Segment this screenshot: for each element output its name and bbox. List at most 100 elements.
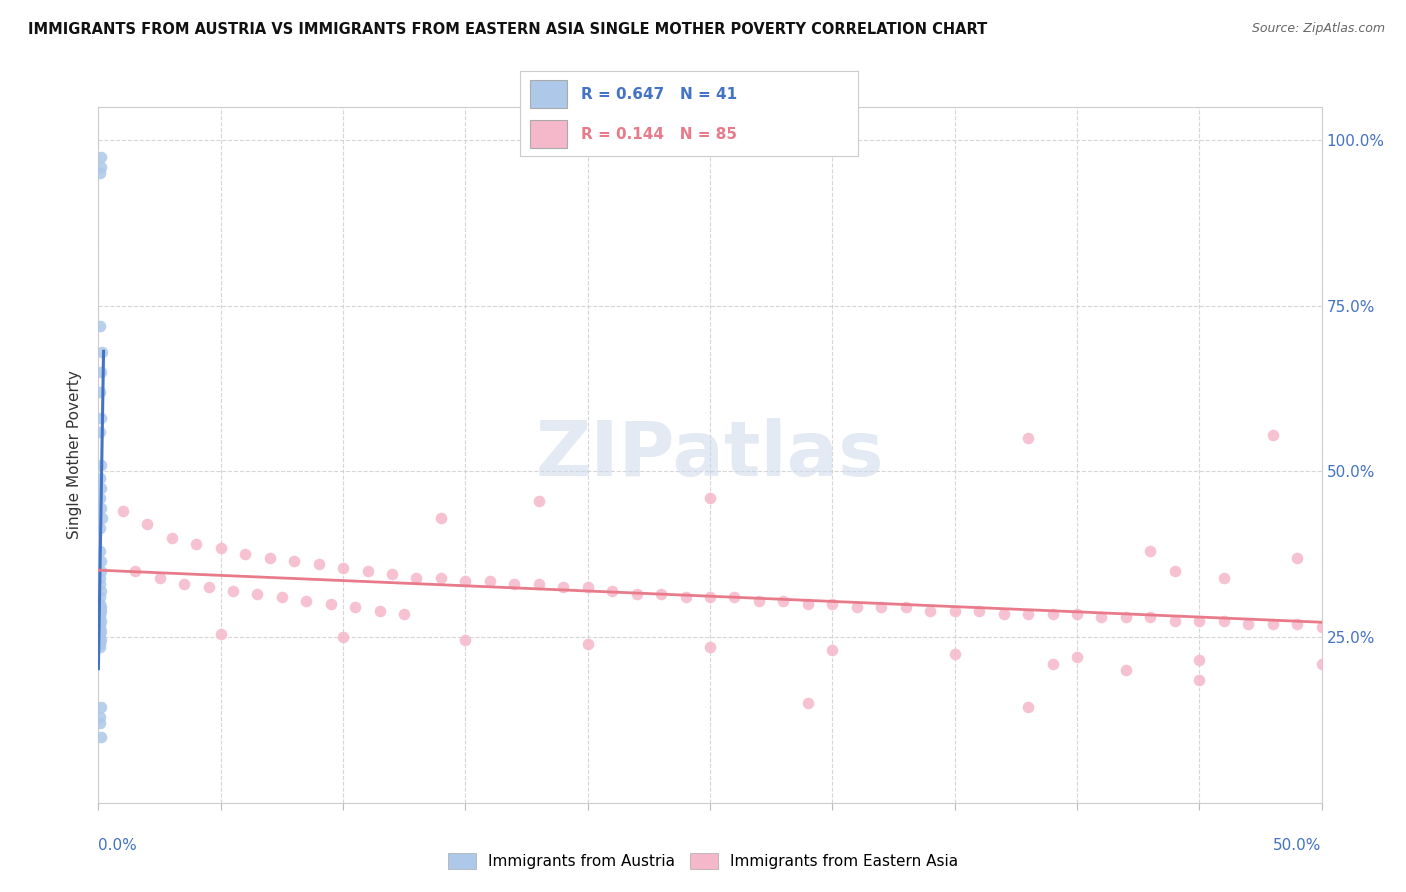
Point (90, 583, 112, 598)
Point (430, 511, 453, 525)
Point (772, 593, 794, 607)
Point (943, 604, 966, 618)
Text: 50.0%: 50.0% (1274, 838, 1322, 854)
FancyBboxPatch shape (530, 80, 568, 108)
Point (89, 577, 111, 591)
Point (283, 554, 305, 568)
Point (90, 511, 112, 525)
Point (90, 365, 112, 379)
Point (124, 564, 146, 578)
Point (1042, 657, 1064, 671)
Point (1115, 610, 1137, 624)
Point (503, 577, 526, 591)
Point (699, 591, 721, 605)
Point (89, 620, 111, 634)
Point (1066, 607, 1088, 621)
Point (1188, 614, 1211, 628)
Point (1286, 616, 1309, 631)
Point (967, 604, 990, 618)
Point (1139, 544, 1161, 558)
Point (89, 627, 111, 641)
Point (1017, 607, 1039, 621)
Point (209, 627, 232, 641)
Point (381, 567, 404, 582)
Point (89, 597, 111, 611)
FancyBboxPatch shape (530, 120, 568, 147)
Point (1261, 428, 1284, 442)
Point (270, 591, 294, 605)
Point (553, 581, 575, 595)
Point (90, 554, 112, 568)
Point (894, 600, 917, 615)
Point (1188, 673, 1211, 688)
Point (626, 587, 648, 601)
Text: R = 0.647   N = 41: R = 0.647 N = 41 (581, 87, 737, 102)
Point (90, 564, 112, 578)
Text: 0.0%: 0.0% (98, 838, 138, 854)
Point (90, 411, 112, 425)
Point (1017, 699, 1039, 714)
Point (89, 630, 111, 644)
Point (295, 593, 318, 607)
Text: ZIPatlas: ZIPatlas (536, 418, 884, 491)
Point (90, 160, 112, 174)
Point (430, 570, 453, 584)
Point (89, 616, 111, 631)
Point (1188, 653, 1211, 667)
Point (699, 640, 721, 654)
Point (90, 600, 112, 615)
Point (821, 597, 844, 611)
Point (173, 577, 195, 591)
Point (89, 709, 111, 723)
Point (90, 500, 112, 515)
Point (246, 587, 269, 601)
Point (1212, 570, 1234, 584)
Point (89, 166, 111, 180)
Point (797, 597, 820, 611)
Point (405, 570, 427, 584)
Point (748, 593, 770, 607)
Point (600, 583, 623, 598)
Point (233, 547, 256, 561)
Point (90, 614, 112, 628)
Point (149, 570, 172, 584)
Point (368, 604, 391, 618)
Point (186, 537, 208, 551)
Point (1139, 610, 1161, 624)
Point (797, 697, 820, 711)
Legend: Immigrants from Austria, Immigrants from Eastern Asia: Immigrants from Austria, Immigrants from… (441, 847, 965, 875)
Point (576, 581, 599, 595)
Point (821, 643, 844, 657)
Point (89, 570, 111, 584)
Point (319, 597, 342, 611)
Point (1115, 663, 1137, 677)
Point (1164, 614, 1187, 628)
Point (89, 425, 111, 439)
Point (392, 607, 416, 621)
Point (90, 458, 112, 472)
Point (332, 560, 354, 574)
Point (89, 491, 111, 505)
Point (993, 607, 1015, 621)
Point (89, 637, 111, 651)
Point (332, 630, 354, 644)
Text: IMMIGRANTS FROM AUSTRIA VS IMMIGRANTS FROM EASTERN ASIA SINGLE MOTHER POVERTY CO: IMMIGRANTS FROM AUSTRIA VS IMMIGRANTS FR… (28, 22, 987, 37)
Point (89, 384, 111, 399)
Point (576, 637, 599, 651)
Point (160, 531, 183, 545)
Point (197, 581, 219, 595)
Point (920, 604, 942, 618)
Text: R = 0.144   N = 85: R = 0.144 N = 85 (581, 127, 737, 142)
Point (222, 583, 245, 598)
Point (89, 591, 111, 605)
Point (259, 550, 281, 565)
Point (454, 574, 477, 588)
Point (454, 633, 477, 648)
Point (89, 521, 111, 535)
Point (478, 574, 501, 588)
Point (90, 633, 112, 648)
Point (90, 345, 112, 359)
Point (89, 610, 111, 624)
Point (1286, 550, 1309, 565)
Point (1237, 616, 1260, 631)
